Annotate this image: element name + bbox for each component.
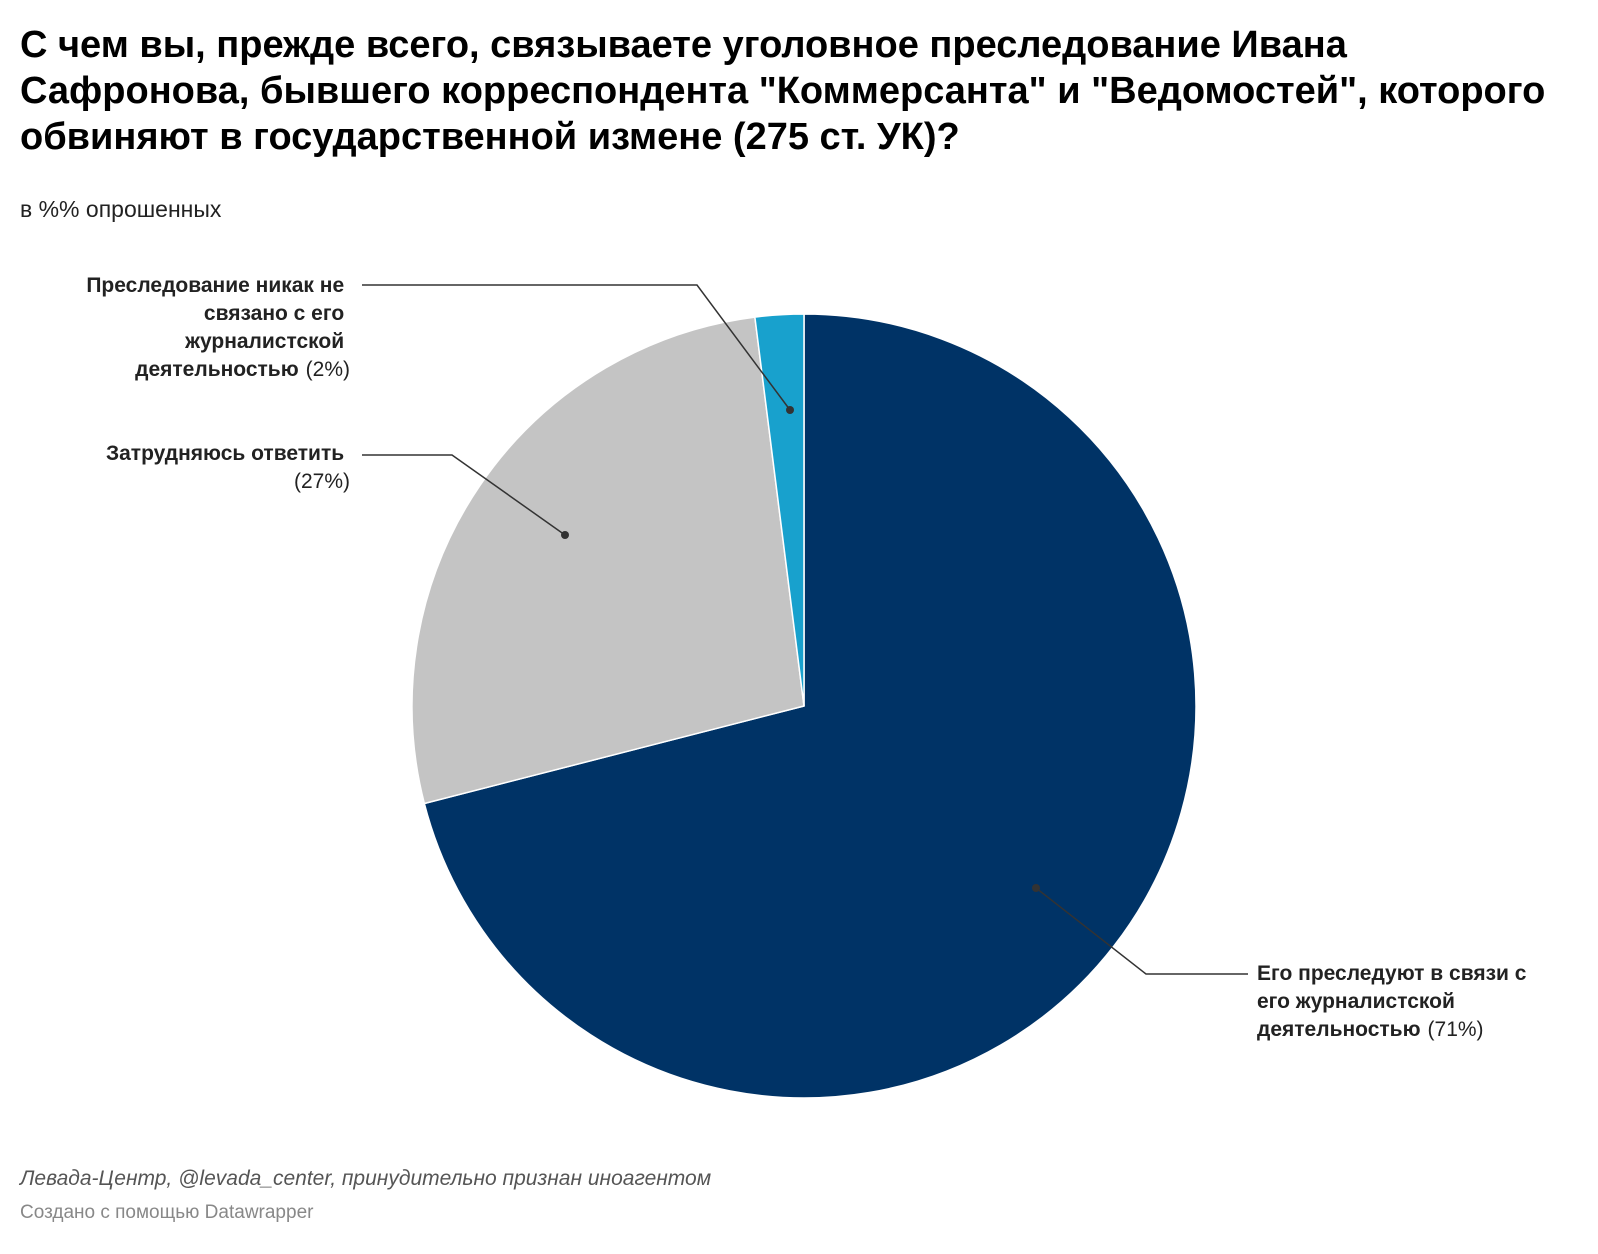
slice-hard-to-say-leader-line: [362, 454, 566, 536]
slice-value-journalism: (71%): [1428, 1018, 1484, 1041]
slice-label-not-related: Преследование никак не связано с его жур…: [86, 274, 350, 381]
slice-journalism-leader-dot: [1032, 884, 1040, 892]
slice-label-not-related-line-1: Преследование никак не: [86, 274, 344, 297]
slice-label-not-related-line-4: деятельностью: [135, 358, 299, 381]
chart-subtitle: в %% опрошенных: [20, 196, 222, 222]
slice-label-journalism-line-1: Его преследуют в связи с: [1257, 962, 1527, 985]
slice-not-related-leader-line: [362, 284, 791, 411]
slice-label-journalism: Его преследуют в связи с его журналистск…: [1257, 962, 1532, 1041]
slice-label-hard-to-say: Затрудняюсь ответить (27%): [106, 442, 350, 493]
slice-label-journalism-line-2: его журналистской: [1257, 990, 1455, 1013]
slice-hard-to-say: [411, 316, 805, 805]
slice-label-journalism-line-3: деятельностью: [1257, 1018, 1421, 1041]
datawrapper-credit: Создано с помощью Datawrapper: [20, 1202, 314, 1223]
slice-label-hard-to-say-line-1: Затрудняюсь ответить: [106, 442, 344, 465]
chart-title: С чем вы, прежде всего, связываете уголо…: [20, 24, 1546, 158]
slice-label-not-related-line-2: связано с его: [204, 302, 344, 325]
source-note: Левада-Центр, @levada_center, принудител…: [20, 1167, 712, 1190]
slice-value-hard-to-say: (27%): [294, 470, 350, 493]
slice-journalism-leader-line: [1035, 887, 1248, 975]
pie-slices: [411, 313, 1197, 1099]
slice-journalism: [423, 313, 1197, 1099]
slice-label-not-related-line-3: журналистской: [184, 330, 344, 353]
slice-value-not-related: (2%): [306, 358, 350, 381]
pie-leader-lines: [362, 284, 1248, 975]
slice-not-related-leader-dot: [786, 406, 794, 414]
slice-hard-to-say-leader-dot: [561, 531, 569, 539]
